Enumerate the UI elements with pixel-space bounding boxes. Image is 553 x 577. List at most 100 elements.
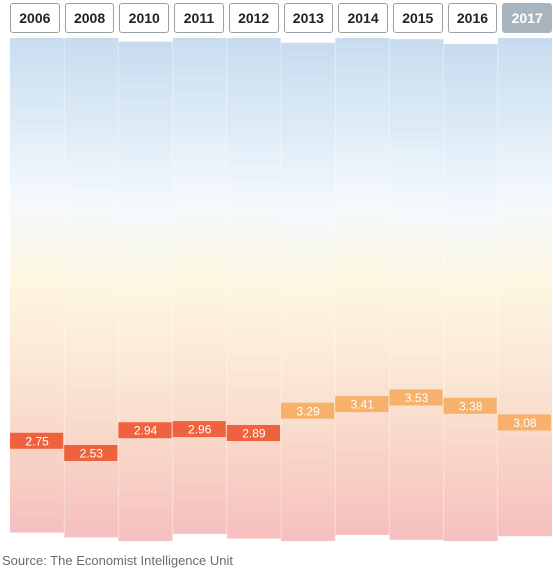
band-strip — [118, 499, 173, 509]
band-strip — [226, 88, 281, 97]
value-mark-2006[interactable] — [10, 432, 64, 449]
value-mark-2008[interactable] — [64, 445, 118, 461]
band-strip — [335, 59, 390, 69]
tab-year-2012[interactable]: 2012 — [228, 3, 279, 33]
band-strip — [389, 289, 444, 299]
band-strip — [443, 410, 498, 420]
band-strip — [226, 329, 281, 339]
band-strip — [281, 309, 336, 319]
band-strip — [226, 496, 281, 506]
band-strip — [10, 207, 65, 216]
band-strip — [64, 428, 119, 438]
band-strip — [118, 58, 173, 68]
band-strip — [118, 533, 173, 541]
band-strip — [118, 191, 173, 201]
value-mark-2012[interactable] — [226, 425, 280, 441]
band-strip — [389, 339, 444, 349]
tab-year-2013[interactable]: 2013 — [283, 3, 334, 33]
band-strip — [443, 502, 498, 512]
band-strip — [64, 261, 119, 271]
band-strip — [10, 223, 65, 233]
band-strip — [443, 160, 498, 170]
band-strip — [118, 516, 173, 526]
band-strip — [118, 324, 173, 334]
value-mark-2015[interactable] — [389, 389, 443, 406]
band-strip — [335, 101, 390, 110]
value-mark-2013[interactable] — [281, 402, 335, 419]
band-strip — [10, 115, 65, 125]
band-strip — [172, 516, 227, 526]
tab-year-2017[interactable]: 2017 — [502, 3, 553, 33]
band-strip — [118, 474, 173, 484]
band-strip — [389, 239, 444, 249]
band-strip — [10, 290, 65, 300]
band-strip — [226, 513, 281, 522]
band-strip — [64, 78, 119, 88]
band-strip — [281, 201, 336, 211]
band-strip — [10, 348, 65, 358]
value-mark-2014[interactable] — [335, 396, 389, 413]
background-bands — [10, 38, 552, 541]
band-strip — [10, 273, 65, 283]
band-strip — [172, 224, 227, 234]
band-strip — [226, 404, 281, 414]
value-mark-2010[interactable] — [118, 422, 172, 439]
band-strip — [226, 238, 281, 247]
band-strip — [389, 430, 444, 440]
band-strip — [389, 55, 444, 65]
band-strip — [443, 152, 498, 162]
band-strip — [226, 179, 281, 189]
tab-year-2010[interactable]: 2010 — [119, 3, 170, 33]
band-strip — [389, 164, 444, 174]
band-strip — [443, 519, 498, 528]
band-strip — [226, 138, 281, 147]
band-strip — [443, 102, 498, 112]
tab-year-2014[interactable]: 2014 — [338, 3, 388, 33]
band-strip — [10, 38, 65, 41]
band-strip — [335, 326, 390, 335]
band-strip — [497, 493, 552, 503]
band-strip — [226, 121, 281, 131]
band-strip — [443, 510, 498, 520]
value-mark-2016[interactable] — [443, 397, 497, 414]
band-strip — [10, 73, 65, 83]
band-strip — [10, 340, 65, 350]
value-mark-2011[interactable] — [172, 421, 226, 438]
band-strip — [281, 334, 336, 344]
band-strip — [335, 417, 390, 427]
tab-year-2008[interactable]: 2008 — [64, 3, 115, 33]
tab-year-2011[interactable]: 2011 — [174, 3, 224, 33]
band-strip — [118, 391, 173, 401]
band-strip — [443, 360, 498, 370]
band-strip — [443, 377, 498, 387]
band-strip — [335, 426, 390, 435]
band-strip — [443, 52, 498, 62]
band-strip — [64, 245, 119, 255]
tab-year-2006[interactable]: 2006 — [10, 3, 60, 33]
value-label-2008: 2.53 — [80, 447, 104, 461]
band-strip — [172, 74, 227, 84]
band-strip — [64, 378, 119, 388]
band-strip — [443, 94, 498, 103]
band-strip — [172, 38, 227, 43]
tab-year-2015[interactable]: 2015 — [392, 3, 443, 33]
band-strip — [443, 60, 498, 70]
band-strip — [64, 470, 119, 480]
band-strip — [118, 274, 173, 284]
band-strip — [497, 285, 552, 295]
band-strip — [443, 369, 498, 378]
band-strip — [335, 176, 390, 185]
tab-year-2016[interactable]: 2016 — [447, 3, 498, 33]
band-strip — [335, 292, 390, 302]
band-strip — [172, 366, 227, 376]
band-strip — [389, 47, 444, 57]
band-strip — [281, 492, 336, 502]
band-strip — [281, 226, 336, 236]
band-strip — [118, 341, 173, 351]
value-mark-2017[interactable] — [497, 414, 551, 431]
band-strip — [497, 260, 552, 270]
band-strip — [389, 530, 444, 540]
band-strip — [10, 140, 65, 150]
band-strip — [64, 186, 119, 196]
band-strip — [443, 444, 498, 453]
